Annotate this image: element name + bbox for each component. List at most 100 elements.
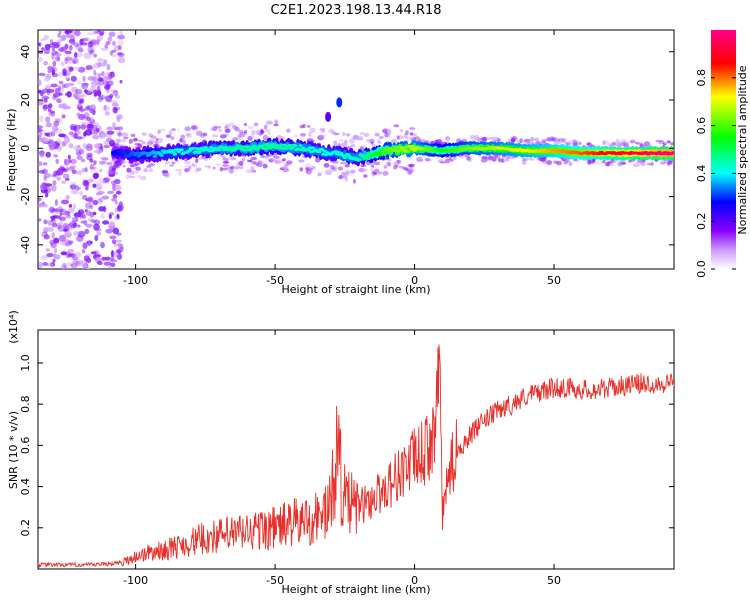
noise-point [94,72,103,77]
noise-point [71,86,78,93]
noise-point [117,57,126,64]
noise-point [85,106,90,111]
noise-point [77,66,86,73]
noise-point [61,84,66,89]
halo-point [236,136,243,141]
halo-point [250,166,255,171]
noise-point [54,118,60,123]
halo-point [506,158,511,161]
noise-point [57,224,65,232]
noise-point [48,43,55,48]
halo-point [154,141,158,145]
noise-point [73,132,78,139]
halo-point [171,128,176,131]
halo-point [345,170,350,176]
noise-point [107,190,115,194]
halo-point [249,134,255,139]
halo-point [165,134,172,138]
halo-point [557,138,565,142]
halo-point [123,136,129,140]
halo-point [314,157,321,163]
noise-point [79,212,83,219]
noise-point [116,126,124,131]
noise-point [40,255,48,261]
noise-point [99,168,103,173]
halo-point [194,168,199,173]
noise-point [53,154,58,158]
halo-point [568,139,574,145]
noise-point [119,80,123,84]
noise-point [117,52,124,56]
halo-point [572,139,578,145]
halo-point [414,136,421,142]
noise-point [94,149,102,154]
noise-point [83,131,87,137]
halo-point [266,120,273,125]
halo-point [407,167,415,173]
noise-point [114,199,118,205]
noise-point [57,209,65,213]
halo-point [536,140,540,145]
noise-point [72,222,78,228]
noise-point [87,32,93,36]
noise-point [113,45,121,51]
halo-point [184,126,191,132]
noise-point [102,220,110,225]
halo-point [445,136,451,141]
noise-point [60,61,65,66]
noise-point [70,75,77,82]
halo-point [263,124,268,130]
halo-point [126,167,132,173]
noise-point [117,52,125,58]
halo-point [602,140,606,146]
noise-point [43,137,50,144]
halo-point [359,144,366,148]
halo-point [150,135,157,139]
ridge-mark [226,148,231,152]
halo-point [553,137,559,143]
noise-point [81,214,87,220]
noise-point [45,73,52,80]
noise-point [93,92,97,97]
noise-point [98,130,105,135]
halo-point [330,164,335,168]
noise-point [69,184,77,190]
noise-point [54,128,62,134]
noise-point [50,141,56,149]
noise-point [111,73,116,78]
noise-point [96,231,102,236]
halo-point [217,128,223,133]
halo-point [405,130,409,136]
halo-point [604,140,610,146]
halo-point [601,160,606,164]
noise-point [62,173,70,179]
noise-point [63,158,68,166]
halo-point [438,159,445,162]
noise-point [69,131,74,136]
halo-point [382,170,389,176]
noise-point [117,204,124,212]
halo-point [359,132,365,135]
noise-point [59,208,67,212]
noise-point [51,208,59,212]
snr-panel: -100 -50 0 50 0.2 0.4 0.6 0.8 1.0 Height of str… [7,310,675,596]
noise-point [90,80,99,86]
halo-point [619,162,627,165]
halo-point [667,140,671,144]
halo-point [344,168,349,173]
noise-point [82,194,88,200]
halo-point [527,141,531,145]
noise-point [68,131,73,137]
halo-point [633,163,640,168]
halo-point [669,142,674,146]
halo-point [439,161,447,164]
noise-point [112,227,120,235]
halo-point [393,124,400,128]
halo-point [274,119,279,125]
ridge-mark [248,148,254,152]
halo-point [298,159,305,163]
noise-point [114,107,119,114]
noise-point [90,251,97,255]
noise-point [61,212,70,216]
spectrogram-content [38,30,674,269]
